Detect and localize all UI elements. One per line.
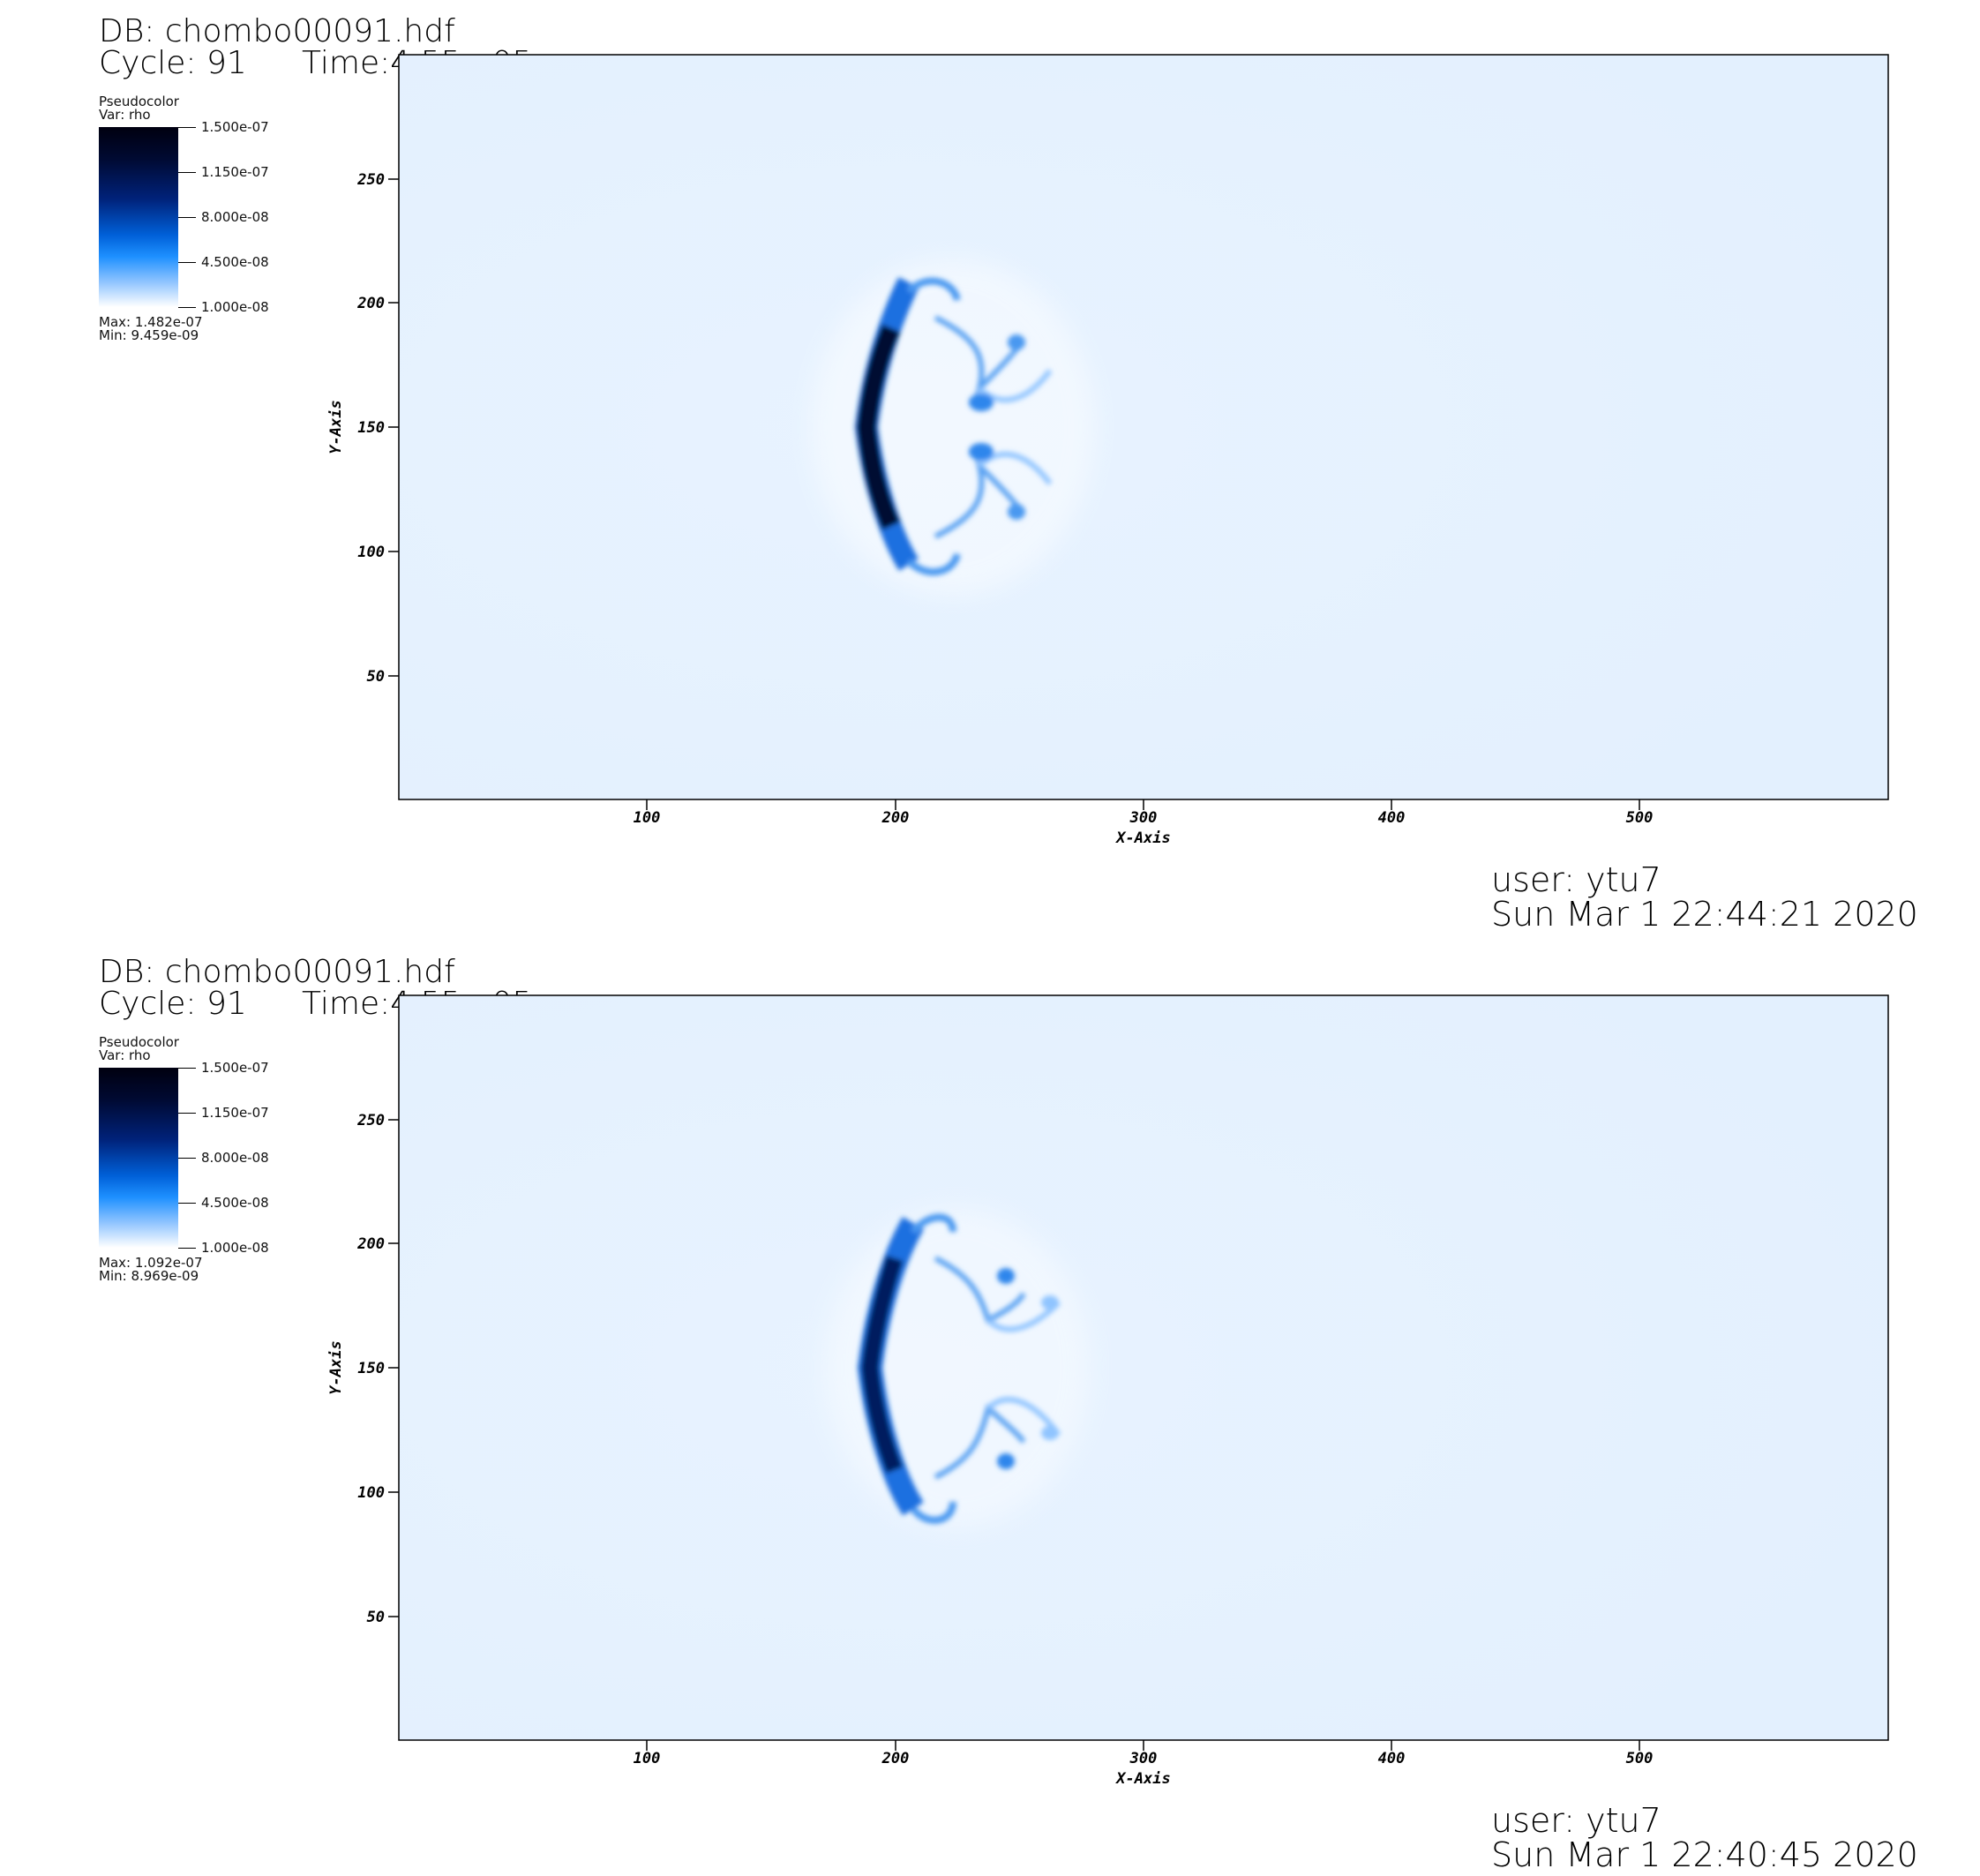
min-label: Min: 9.459e-09: [99, 327, 199, 343]
colorbar-tick: [178, 1113, 196, 1114]
user-label: user: ytu7: [1491, 1801, 1661, 1840]
y-axis: [388, 1119, 399, 1617]
x-tick-label: 400: [1378, 1750, 1406, 1767]
x-tick-label: 200: [881, 809, 910, 827]
colorbar-tick-label: 1.500e-07: [201, 1060, 269, 1076]
colorbar-tick-label: 1.000e-08: [201, 1240, 269, 1256]
user-label: user: ytu7: [1491, 860, 1661, 899]
colorbar-tick: [178, 1248, 196, 1249]
cycle-label: Cycle: 91: [99, 986, 247, 1022]
y-tick-label: 250: [356, 1112, 385, 1129]
colorbar-tick-label: 4.500e-08: [201, 254, 269, 270]
colorbar-tick: [178, 1203, 196, 1204]
colorbar-tick: [178, 307, 196, 308]
colorbar-tick: [178, 172, 196, 173]
var-label: Var: rho: [99, 1047, 151, 1063]
colorbar-tick: [178, 217, 196, 218]
x-tick-label: 400: [1378, 809, 1406, 827]
density-structure: [854, 277, 1053, 576]
colorbar-tick: [178, 262, 196, 263]
y-tick-label: 100: [357, 544, 385, 561]
x-tick-label: 300: [1129, 809, 1158, 827]
min-label: Min: 8.969e-09: [99, 1268, 199, 1284]
colorbar-tick-label: 8.000e-08: [201, 209, 269, 225]
colorbar-tick: [178, 1158, 196, 1159]
y-tick-label: 200: [356, 295, 385, 312]
shock-halo: [812, 259, 1094, 595]
cycle-label: Cycle: 91: [99, 45, 247, 81]
max-label: Max: 1.092e-07: [99, 1255, 203, 1271]
y-tick-label: 50: [367, 1609, 385, 1626]
plot-type-label: Pseudocolor: [99, 1034, 179, 1050]
plot-panel-1: DB: chombo00091.hdf Cycle: 91 Time:4.55e…: [0, 0, 1980, 935]
colorbar-tick-label: 4.500e-08: [201, 1195, 269, 1211]
x-tick-label: 300: [1129, 1750, 1158, 1767]
y-axis-title: Y-Axis: [327, 1340, 345, 1394]
y-tick-label: 100: [357, 1484, 385, 1502]
x-tick-label: 200: [881, 1750, 910, 1767]
date-label: Sun Mar 1 22:40:45 2020: [1491, 1835, 1918, 1874]
density-structure: [857, 1213, 1061, 1524]
plot-type-label: Pseudocolor: [99, 94, 179, 109]
x-axis-title: X-Axis: [1114, 1770, 1170, 1788]
x-axis: [646, 1740, 1640, 1751]
plot-panel-2: DB: chombo00091.hdf Cycle: 91 Time:4.55e…: [0, 941, 1980, 1876]
colorbar-tick-label: 1.150e-07: [201, 164, 269, 180]
plot-area: [398, 994, 1889, 1741]
y-tick-label: 200: [356, 1235, 385, 1253]
db-label: DB: chombo00091.hdf: [99, 13, 455, 49]
y-tick-label: 50: [367, 668, 385, 686]
colorbar: [99, 1068, 178, 1248]
db-label: DB: chombo00091.hdf: [99, 954, 455, 990]
y-tick-label: 150: [357, 419, 385, 437]
y-tick-label: 150: [357, 1360, 385, 1377]
colorbar-tick-label: 1.150e-07: [201, 1105, 269, 1121]
colorbar-tick: [178, 1068, 196, 1069]
y-axis: [388, 178, 399, 677]
x-tick-label: 500: [1626, 1750, 1654, 1767]
x-axis: [646, 799, 1640, 810]
colorbar: [99, 127, 178, 307]
date-label: Sun Mar 1 22:44:21 2020: [1491, 895, 1918, 934]
x-tick-label: 100: [634, 1750, 661, 1767]
heatmap-svg: 100 200 300 400 500 250 200 150 100 50 X…: [327, 54, 1889, 847]
heatmap-svg: 100 200 300 400 500 250 200 150 100 50 X…: [327, 994, 1889, 1788]
var-label: Var: rho: [99, 107, 151, 123]
y-axis-title: Y-Axis: [327, 400, 345, 454]
max-label: Max: 1.482e-07: [99, 314, 203, 330]
x-axis-title: X-Axis: [1114, 829, 1170, 847]
y-tick-label: 250: [356, 171, 385, 189]
colorbar-tick: [178, 127, 196, 128]
x-tick-label: 100: [634, 809, 661, 827]
plot-area: [398, 54, 1889, 800]
colorbar-tick-label: 1.000e-08: [201, 299, 269, 315]
colorbar-tick-label: 8.000e-08: [201, 1150, 269, 1166]
colorbar-tick-label: 1.500e-07: [201, 119, 269, 135]
x-tick-label: 500: [1626, 809, 1654, 827]
